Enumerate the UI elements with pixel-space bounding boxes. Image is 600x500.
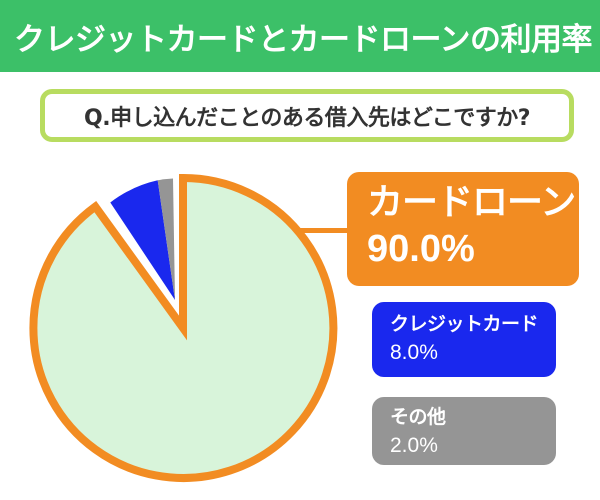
label-other-name: その他 [390, 406, 446, 428]
label-card-loan-name: カードローン [367, 182, 576, 223]
label-card-loan-value: 90.0% [367, 228, 475, 270]
label-credit-card-name: クレジットカード [390, 313, 539, 335]
label-credit-card: クレジットカード 8.0% [372, 302, 556, 377]
pie-slice-other [157, 178, 175, 300]
header-bar: クレジットカードとカードローンの利用率 [0, 0, 600, 72]
pie-slice-card-loan [29, 173, 338, 482]
pie-slice-credit-card [110, 180, 175, 300]
label-credit-card-value: 8.0% [390, 341, 438, 364]
question-box: Q.申し込んだことのある借入先はどこですか? [40, 89, 574, 142]
pie-chart [29, 173, 338, 482]
question-text: Q.申し込んだことのある借入先はどこですか? [84, 105, 530, 131]
page-title: クレジットカードとカードローンの利用率 [14, 21, 592, 58]
callout-connector-line [300, 228, 350, 233]
label-other-value: 2.0% [390, 434, 438, 457]
label-card-loan: カードローン 90.0% [347, 172, 579, 286]
label-other: その他 2.0% [372, 397, 556, 465]
